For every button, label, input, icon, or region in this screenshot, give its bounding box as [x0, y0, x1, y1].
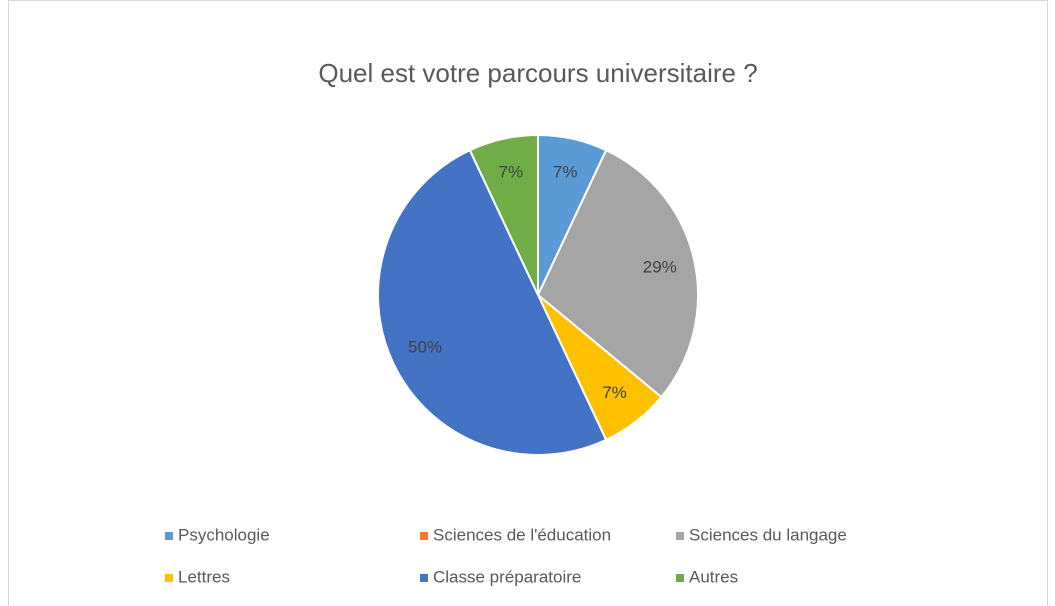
data-label: 29%: [643, 257, 677, 276]
legend-label: Sciences de l'éducation: [433, 525, 611, 544]
legend-swatch: [676, 532, 684, 540]
data-label: 7%: [553, 163, 578, 182]
pie-slice: [468, 133, 539, 296]
pie-slice: [376, 148, 608, 457]
data-label: 7%: [602, 383, 627, 402]
legend-label: Autres: [689, 567, 738, 586]
legend-label: Psychologie: [178, 525, 270, 544]
data-label: 50%: [408, 338, 442, 357]
data-label: 7%: [498, 163, 523, 182]
legend-label: Classe préparatoire: [433, 567, 581, 586]
legend-swatch: [420, 532, 428, 540]
chart-title: Quel est votre parcours universitaire ?: [318, 58, 757, 88]
legend-label: Lettres: [178, 567, 230, 586]
legend-label: Sciences du langage: [689, 525, 847, 544]
legend-swatch: [420, 574, 428, 582]
pie-slice: [536, 148, 699, 399]
legend-swatch: [676, 574, 684, 582]
legend-swatch: [165, 532, 173, 540]
legend-swatch: [165, 574, 173, 582]
